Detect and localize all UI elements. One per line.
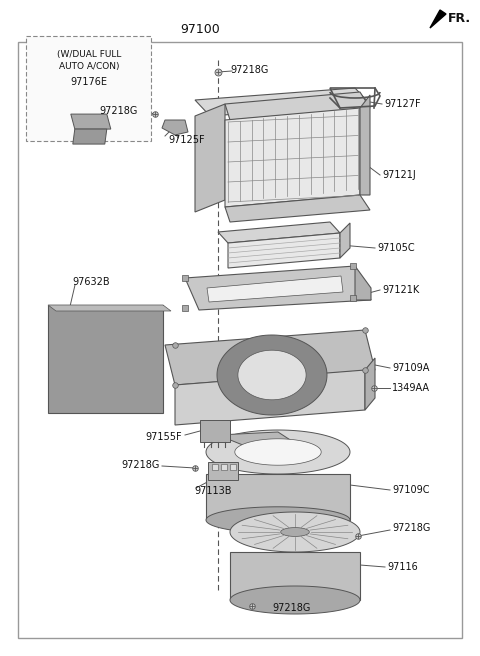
Polygon shape [235,439,321,465]
Polygon shape [217,335,327,415]
Text: 97218G: 97218G [121,460,160,470]
Text: 97127F: 97127F [384,99,420,109]
Polygon shape [360,95,370,195]
Text: 97218G: 97218G [100,106,138,116]
Polygon shape [206,507,350,533]
Text: 97125F: 97125F [168,135,204,145]
Text: 97218G: 97218G [392,523,431,533]
Polygon shape [365,358,375,410]
Text: 97105C: 97105C [377,243,415,253]
Text: 97176E: 97176E [70,77,108,87]
Polygon shape [230,464,236,470]
Polygon shape [206,430,350,474]
Polygon shape [48,305,171,311]
Polygon shape [225,92,370,120]
Polygon shape [340,223,350,258]
Text: 97116: 97116 [387,562,418,572]
Polygon shape [208,462,238,480]
Polygon shape [218,222,340,243]
Text: 97632B: 97632B [72,277,109,287]
Text: AUTO A/CON): AUTO A/CON) [59,62,119,71]
Polygon shape [355,266,371,300]
Text: 97121J: 97121J [382,170,416,180]
Text: 97113B: 97113B [194,486,231,496]
Polygon shape [230,512,360,552]
Polygon shape [225,195,370,222]
Text: 97109C: 97109C [392,485,430,495]
Polygon shape [221,464,227,470]
Text: 97218G: 97218G [230,65,268,75]
Text: (W/DUAL FULL: (W/DUAL FULL [57,50,121,58]
Text: 97218G: 97218G [272,603,311,613]
Polygon shape [185,266,371,310]
Bar [200,420,230,442]
Polygon shape [230,586,360,614]
Polygon shape [175,370,365,425]
Polygon shape [225,108,360,207]
Polygon shape [230,552,360,600]
Text: 97121K: 97121K [382,285,419,295]
Polygon shape [195,88,370,116]
Polygon shape [430,10,446,28]
Polygon shape [71,114,111,129]
Bar [26,36,151,141]
Bar [48,305,163,413]
Polygon shape [206,474,350,520]
Text: 97100: 97100 [180,23,220,36]
Polygon shape [281,527,309,537]
Polygon shape [162,120,188,135]
Polygon shape [212,464,218,470]
Polygon shape [238,350,306,400]
Polygon shape [207,276,343,302]
Text: 1349AA: 1349AA [392,383,430,393]
Text: 97155F: 97155F [145,432,182,442]
Text: 97109A: 97109A [392,363,430,373]
Polygon shape [165,330,375,385]
Polygon shape [228,233,340,268]
Polygon shape [218,432,298,452]
Text: FR.: FR. [448,12,471,24]
Polygon shape [195,104,225,212]
Polygon shape [73,129,107,144]
